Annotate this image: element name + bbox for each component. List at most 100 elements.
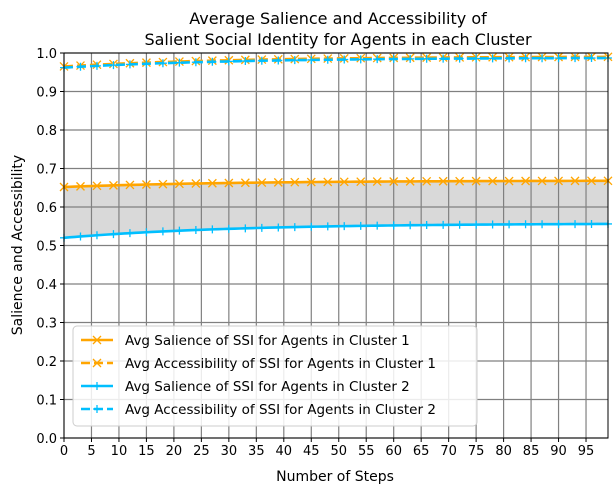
series-line-1 [63, 179, 609, 189]
series-1-marker [108, 180, 118, 190]
series-4-marker [340, 55, 349, 64]
series-3-marker [340, 222, 349, 231]
series-1-marker [290, 177, 300, 187]
series-4-marker [274, 56, 283, 65]
series-3-marker [554, 220, 563, 229]
series-3-marker [389, 221, 398, 230]
series-3-marker [521, 220, 530, 229]
series-3-marker [274, 223, 283, 232]
y-tick-label: 0.0 [36, 432, 57, 447]
series-3-marker [158, 227, 167, 236]
series-3-marker [307, 222, 316, 231]
y-tick-label: 0.9 [36, 86, 57, 101]
series-3-marker [356, 221, 365, 230]
series-1-marker [323, 177, 333, 187]
legend-label-3: Avg Salience of SSI for Agents in Cluste… [125, 379, 410, 395]
series-1-marker [504, 176, 514, 186]
y-tick-label: 0.4 [36, 278, 57, 293]
series-4-marker [76, 62, 85, 71]
chart-title-line-1: Average Salience and Accessibility of [189, 9, 487, 28]
series-4-marker [455, 54, 464, 63]
y-tick-label: 0.5 [36, 240, 57, 255]
series-3-marker [257, 223, 266, 232]
series-line-4 [63, 56, 609, 69]
series-3-marker [76, 232, 85, 241]
series-4-marker [125, 60, 134, 69]
x-tick-label: 50 [330, 444, 347, 459]
series-4-marker [224, 57, 233, 66]
legend: Avg Salience of SSI for Agents in Cluste… [72, 325, 478, 427]
series-4-marker [356, 55, 365, 64]
series-4-marker [158, 59, 167, 68]
series-4-marker [439, 54, 448, 63]
x-tick-label: 30 [221, 444, 238, 459]
series-4-marker [488, 54, 497, 63]
series-1-marker [141, 180, 151, 189]
series-4-marker [505, 54, 514, 63]
series-4-marker [191, 58, 200, 67]
series-4-marker [175, 58, 184, 67]
series-1-marker [174, 179, 184, 189]
series-1-marker [207, 178, 217, 188]
series-4-marker [257, 56, 266, 65]
series-4-marker [373, 55, 382, 64]
legend-box [72, 325, 478, 427]
y-tick-label: 0.6 [36, 201, 57, 216]
series-1-marker [405, 176, 415, 186]
y-tick-label: 1.0 [36, 47, 57, 62]
series-4-marker [142, 59, 151, 68]
x-tick-label: 65 [413, 444, 430, 459]
x-axis-label: Number of Steps [276, 469, 394, 485]
series-3-marker [241, 224, 250, 233]
legend-marker-2 [92, 358, 102, 368]
series-3-marker [505, 220, 514, 229]
legend-label-1: Avg Salience of SSI for Agents in Cluste… [125, 333, 410, 349]
series-4-marker [406, 54, 415, 63]
legend-marker-4 [93, 405, 101, 413]
series-1-marker [76, 181, 85, 191]
series-4-marker [389, 55, 398, 64]
series-3-marker [373, 221, 382, 230]
series-1-marker [554, 176, 564, 186]
series-4-marker [323, 55, 332, 64]
x-tick-label: 25 [193, 444, 210, 459]
series-1-marker [191, 179, 201, 188]
series-1-marker [471, 176, 481, 186]
series-3-marker [92, 231, 101, 240]
series-1-marker [438, 176, 448, 186]
series-3-marker [439, 220, 448, 229]
series-4-marker [571, 54, 580, 63]
series-1-marker [273, 177, 283, 187]
series-1-marker [372, 177, 382, 187]
x-tick-label: 15 [138, 444, 155, 459]
series-4-marker [521, 54, 530, 63]
series-1-marker [339, 177, 349, 187]
series-4-marker [538, 54, 547, 63]
series-3-marker [571, 220, 580, 229]
series-4-marker [422, 54, 431, 63]
series-3-marker [125, 229, 134, 238]
series-1-marker [587, 176, 596, 186]
series-4-marker [109, 61, 118, 70]
series-3-marker [488, 220, 497, 229]
x-tick-label: 80 [495, 444, 512, 459]
series-3-marker [472, 220, 481, 229]
x-tick-label: 70 [440, 444, 457, 459]
series-1-marker [125, 180, 135, 190]
legend-marker-1 [92, 335, 102, 345]
shaded-region [64, 180, 608, 238]
x-tick-label: 90 [550, 444, 567, 459]
series-1-marker [570, 176, 580, 186]
series-1-marker [488, 176, 498, 186]
x-tick-label: 20 [166, 444, 183, 459]
series-1-marker [257, 178, 267, 188]
series-1-marker [521, 176, 531, 186]
y-tick-label: 0.3 [36, 317, 57, 332]
series-3-marker [323, 222, 332, 231]
series-3-marker [538, 220, 547, 229]
legend-marker-3 [93, 382, 101, 390]
x-tick-label: 55 [358, 444, 375, 459]
x-tick-label: 40 [276, 444, 293, 459]
series-1-marker [356, 177, 366, 187]
